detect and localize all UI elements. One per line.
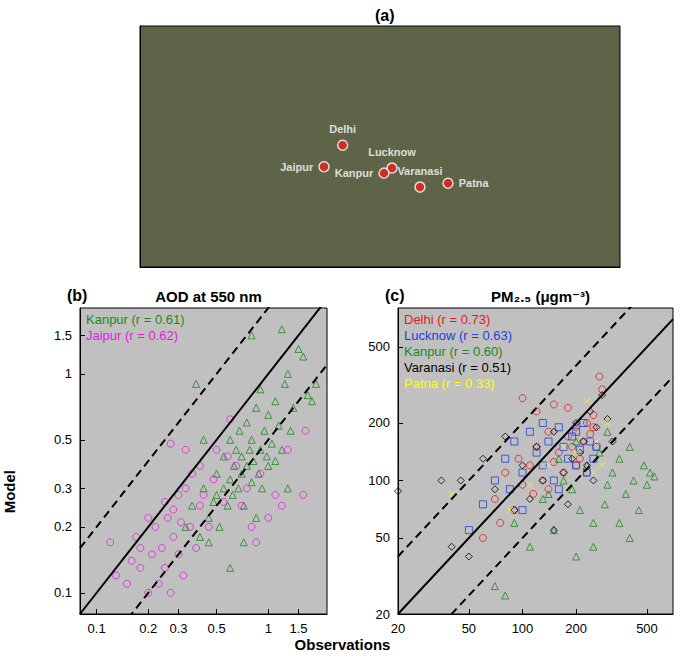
svg-text:1.5: 1.5	[54, 328, 72, 343]
svg-text:50: 50	[462, 621, 476, 636]
svg-text:500: 500	[368, 339, 390, 354]
svg-text:500: 500	[636, 621, 658, 636]
svg-text:200: 200	[368, 415, 390, 430]
svg-text:Observations: Observations	[295, 636, 391, 653]
svg-text:0.3: 0.3	[169, 621, 187, 636]
svg-text:100: 100	[512, 621, 534, 636]
svg-text:0.5: 0.5	[208, 621, 226, 636]
svg-text:Varanasi: Varanasi	[397, 165, 442, 177]
svg-text:1.5: 1.5	[289, 621, 307, 636]
svg-text:Lucknow: Lucknow	[368, 146, 416, 158]
svg-text:0.2: 0.2	[139, 621, 157, 636]
svg-text:0.2: 0.2	[54, 519, 72, 534]
svg-text:Jaipur: Jaipur	[280, 161, 314, 173]
svg-text:50: 50	[376, 530, 390, 545]
svg-text:200: 200	[565, 621, 587, 636]
svg-text:Patna: Patna	[459, 177, 490, 189]
svg-text:Kanpur: Kanpur	[335, 167, 374, 179]
svg-text:Varanasi (r = 0.51): Varanasi (r = 0.51)	[404, 360, 511, 375]
svg-text:0.3: 0.3	[54, 481, 72, 496]
svg-text:Lucknow (r = 0.63): Lucknow (r = 0.63)	[404, 328, 512, 343]
svg-text:1: 1	[265, 621, 272, 636]
svg-text:(b): (b)	[67, 287, 87, 304]
svg-text:Delhi (r = 0.73): Delhi (r = 0.73)	[404, 312, 490, 327]
svg-text:(c): (c)	[385, 287, 405, 304]
svg-text:20: 20	[391, 621, 405, 636]
svg-text:1: 1	[65, 366, 72, 381]
svg-text:Patna (r = 0.33): Patna (r = 0.33)	[404, 376, 495, 391]
svg-text:Delhi: Delhi	[329, 123, 356, 135]
svg-text:PM₂.₅ (μgm⁻³): PM₂.₅ (μgm⁻³)	[491, 288, 590, 305]
svg-text:0.1: 0.1	[54, 585, 72, 600]
svg-text:100: 100	[368, 473, 390, 488]
svg-text:20: 20	[376, 607, 390, 622]
svg-text:0.5: 0.5	[54, 432, 72, 447]
svg-text:0.1: 0.1	[88, 621, 106, 636]
svg-text:Jaipur (r = 0.62): Jaipur (r = 0.62)	[86, 328, 178, 343]
svg-text:Model: Model	[1, 470, 18, 513]
svg-text:AOD at 550 nm: AOD at 550 nm	[155, 288, 262, 305]
svg-text:Kanpur (r = 0.60): Kanpur (r = 0.60)	[404, 344, 503, 359]
svg-text:Kanpur (r = 0.61): Kanpur (r = 0.61)	[86, 312, 185, 327]
svg-text:(a): (a)	[375, 7, 395, 24]
